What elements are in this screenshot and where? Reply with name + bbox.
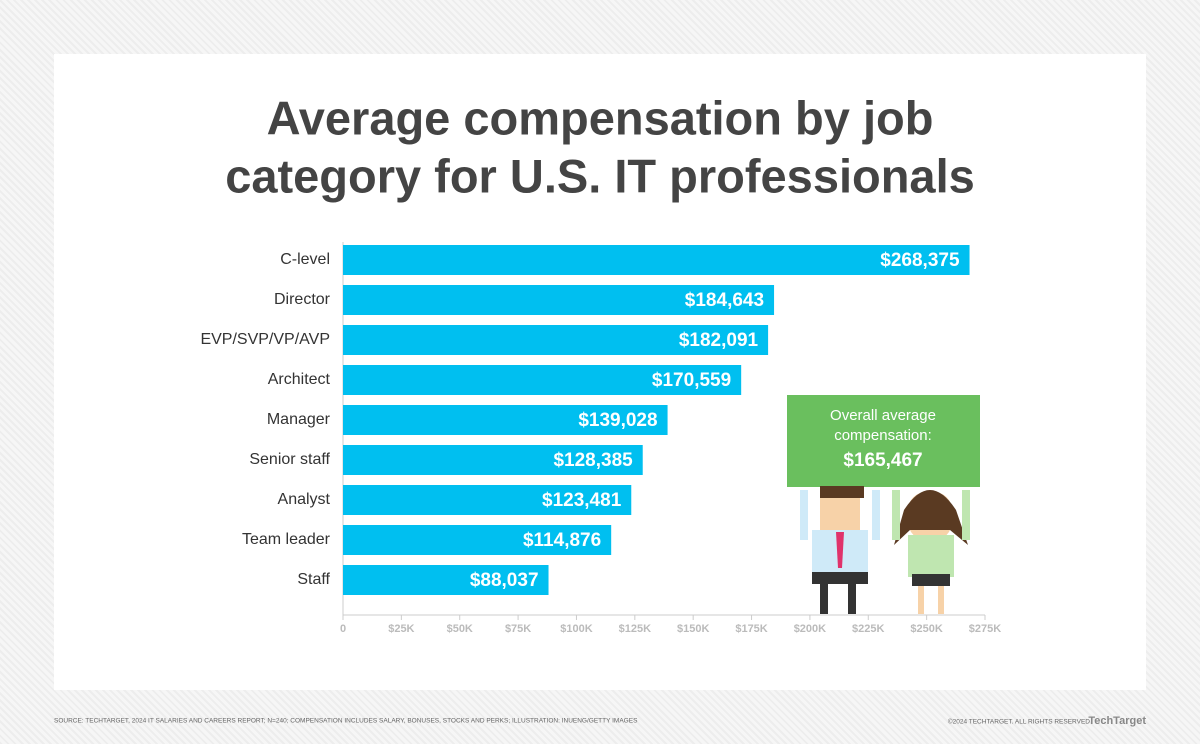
callout-text: Overall average (830, 407, 936, 424)
bar (343, 285, 775, 315)
category-label: C-level (280, 251, 330, 268)
value-label: $88,037 (470, 570, 539, 591)
bar (343, 325, 769, 355)
illustration (800, 486, 970, 614)
logo: TechTarget (1088, 715, 1146, 727)
value-label: $123,481 (542, 490, 622, 511)
callout-value: $165,467 (843, 450, 922, 471)
x-tick-label: $175K (735, 623, 767, 635)
x-tick-label: $125K (619, 623, 651, 635)
bar (343, 445, 643, 475)
value-label: $182,091 (679, 330, 759, 351)
x-tick-label: $275K (969, 623, 1001, 635)
category-label: Senior staff (249, 451, 330, 468)
category-label: Team leader (242, 531, 331, 548)
value-label: $128,385 (553, 450, 633, 471)
bar (343, 565, 549, 595)
value-label: $139,028 (578, 410, 657, 431)
x-tick-label: $150K (677, 623, 709, 635)
chart-title: Average compensation by job (267, 91, 934, 144)
copyright: ©2024 TECHTARGET. ALL RIGHTS RESERVED (948, 718, 1090, 726)
value-label: $170,559 (652, 370, 731, 391)
x-tick-label: 0 (340, 623, 346, 635)
category-label: Director (274, 291, 331, 308)
bar (343, 245, 970, 275)
source: SOURCE: TECHTARGET, 2024 IT SALARIES AND… (54, 718, 638, 725)
category-label: Staff (297, 571, 330, 588)
callout-box (787, 395, 980, 487)
bar (343, 485, 632, 515)
chart-title: category for U.S. IT professionals (225, 149, 975, 202)
category-label: EVP/SVP/VP/AVP (200, 331, 330, 348)
x-tick-label: $100K (560, 623, 592, 635)
category-label: Analyst (278, 491, 331, 508)
x-tick-label: $225K (852, 623, 884, 635)
bar (343, 525, 612, 555)
callout-text: compensation: (834, 427, 932, 444)
x-tick-label: $200K (794, 623, 826, 635)
category-label: Manager (267, 411, 331, 428)
value-label: $268,375 (880, 250, 960, 271)
value-label: $114,876 (523, 530, 601, 551)
x-tick-label: $50K (447, 623, 473, 635)
bar (343, 365, 742, 395)
x-tick-label: $75K (505, 623, 531, 635)
category-label: Architect (268, 371, 331, 388)
x-tick-label: $25K (388, 623, 414, 635)
x-tick-label: $250K (910, 623, 942, 635)
value-label: $184,643 (685, 290, 764, 311)
bar (343, 405, 668, 435)
